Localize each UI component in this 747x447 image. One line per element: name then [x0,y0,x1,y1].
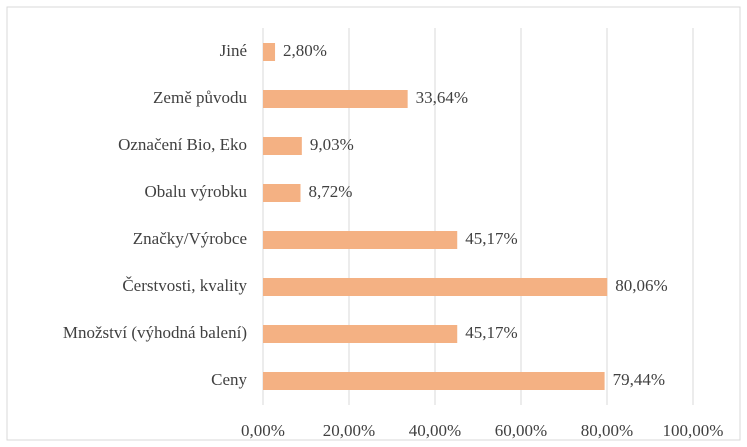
bar [263,43,276,61]
bar [263,137,302,155]
data-label: 45,17% [465,229,517,248]
y-tick-label: Země původu [153,88,247,107]
x-tick-label: 100,00% [663,421,724,440]
x-tick-label: 80,00% [581,421,633,440]
chart-border [6,6,741,441]
y-tick-label: Čerstvosti, kvality [122,276,247,295]
x-tick-label: 0,00% [241,421,285,440]
data-label: 8,72% [308,182,352,201]
bar [263,372,605,390]
y-tick-label: Obalu výrobku [145,182,248,201]
bar [263,325,458,343]
y-tick-label: Ceny [211,370,247,389]
x-tick-label: 40,00% [409,421,461,440]
data-label: 45,17% [465,323,517,342]
x-tick-label: 20,00% [323,421,375,440]
y-tick-label: Značky/Výrobce [133,229,247,248]
y-tick-label: Množství (výhodná balení) [63,323,247,342]
x-tick-label: 60,00% [495,421,547,440]
bar [263,184,301,202]
y-tick-label: Jiné [220,41,247,60]
data-label: 2,80% [283,41,327,60]
data-label: 9,03% [310,135,354,154]
data-label: 33,64% [416,88,468,107]
bar [263,278,608,296]
data-label: 80,06% [615,276,667,295]
bar [263,90,408,108]
data-label: 79,44% [613,370,665,389]
bar [263,231,458,249]
y-tick-label: Označení Bio, Eko [118,135,247,154]
